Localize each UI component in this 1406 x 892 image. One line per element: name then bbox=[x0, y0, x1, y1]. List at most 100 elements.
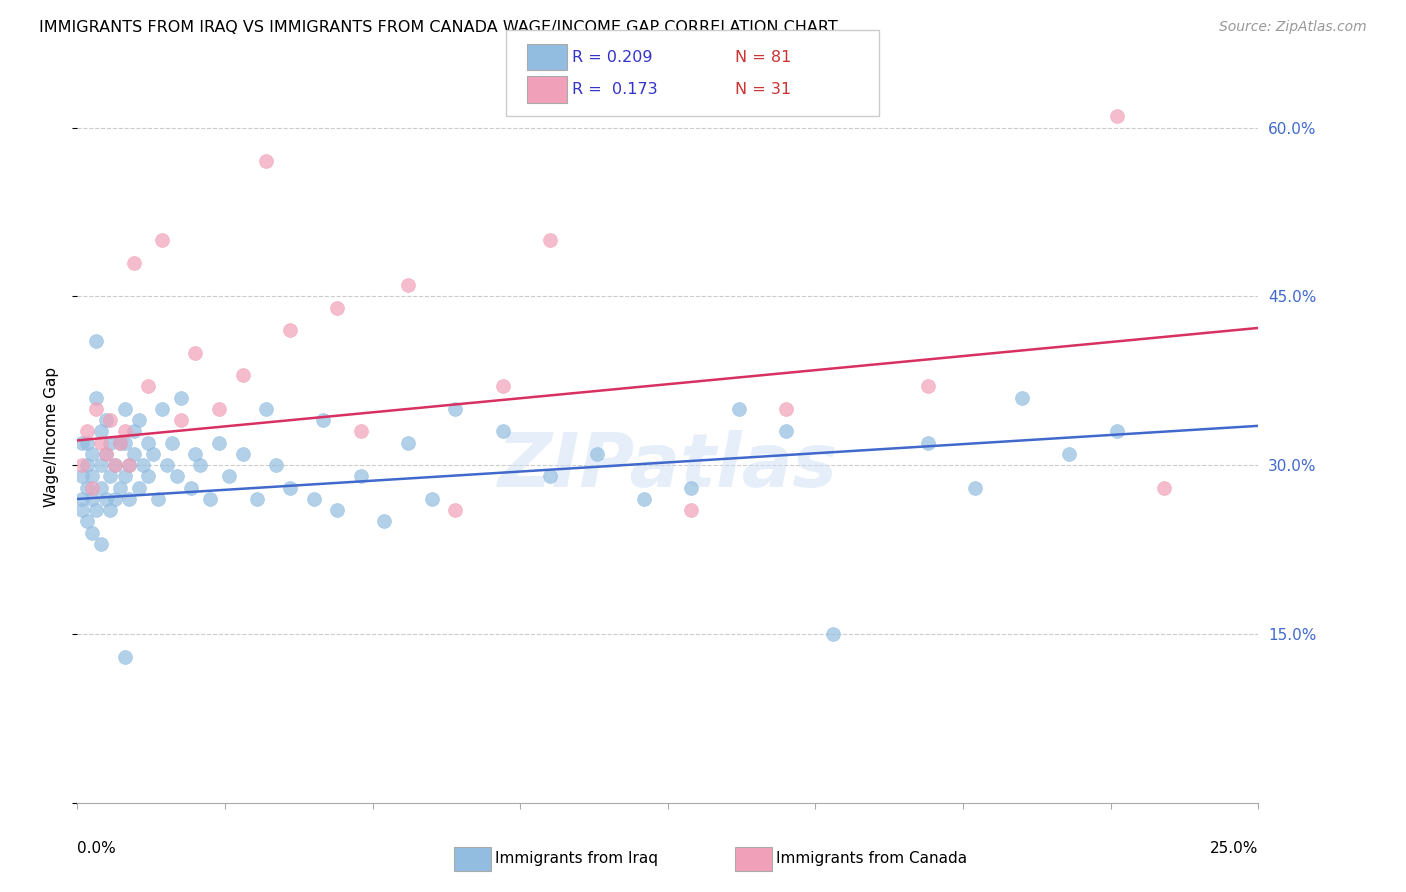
Text: Source: ZipAtlas.com: Source: ZipAtlas.com bbox=[1219, 20, 1367, 34]
Point bbox=[94, 447, 117, 461]
Point bbox=[538, 233, 561, 247]
Point bbox=[208, 401, 231, 416]
Point bbox=[326, 301, 349, 315]
Point bbox=[444, 503, 467, 517]
Point bbox=[444, 401, 467, 416]
Point bbox=[1011, 391, 1033, 405]
Point bbox=[104, 458, 127, 473]
Y-axis label: Wage/Income Gap: Wage/Income Gap bbox=[44, 367, 59, 508]
Point bbox=[128, 413, 150, 427]
Point bbox=[100, 503, 122, 517]
Point bbox=[94, 413, 117, 427]
Text: 25.0%: 25.0% bbox=[1211, 841, 1258, 855]
Text: R =  0.173: R = 0.173 bbox=[572, 82, 658, 96]
Point bbox=[114, 401, 136, 416]
Point bbox=[188, 458, 211, 473]
Point bbox=[80, 491, 103, 506]
Point bbox=[727, 401, 749, 416]
Point bbox=[491, 425, 513, 439]
Point bbox=[232, 447, 254, 461]
Point bbox=[136, 435, 159, 450]
Point bbox=[396, 435, 419, 450]
Point bbox=[70, 469, 93, 483]
Point bbox=[90, 458, 112, 473]
Point bbox=[775, 401, 797, 416]
Point bbox=[114, 649, 136, 664]
Point bbox=[963, 481, 986, 495]
Point bbox=[118, 458, 141, 473]
Point bbox=[420, 491, 443, 506]
Point bbox=[122, 255, 145, 269]
Point bbox=[80, 447, 103, 461]
Point bbox=[218, 469, 240, 483]
Point bbox=[156, 458, 179, 473]
Point bbox=[122, 447, 145, 461]
Point bbox=[128, 481, 150, 495]
Point bbox=[254, 401, 277, 416]
Point bbox=[108, 481, 131, 495]
Point bbox=[823, 627, 845, 641]
Point bbox=[80, 525, 103, 540]
Point bbox=[350, 425, 373, 439]
Point bbox=[70, 491, 93, 506]
Point bbox=[681, 503, 703, 517]
Point bbox=[264, 458, 287, 473]
Point bbox=[114, 469, 136, 483]
Point bbox=[1105, 425, 1128, 439]
Point bbox=[538, 469, 561, 483]
Point bbox=[70, 458, 93, 473]
Point bbox=[80, 469, 103, 483]
Text: Immigrants from Canada: Immigrants from Canada bbox=[776, 852, 967, 866]
Point bbox=[278, 323, 301, 337]
Point bbox=[90, 435, 112, 450]
Point bbox=[1105, 109, 1128, 123]
Point bbox=[170, 413, 193, 427]
Point bbox=[118, 458, 141, 473]
Point bbox=[302, 491, 325, 506]
Point bbox=[104, 491, 127, 506]
Point bbox=[70, 435, 93, 450]
Point bbox=[150, 233, 173, 247]
Point bbox=[232, 368, 254, 383]
Point bbox=[160, 435, 183, 450]
Point bbox=[100, 435, 122, 450]
Point bbox=[84, 334, 107, 349]
Point bbox=[94, 447, 117, 461]
Point bbox=[917, 435, 939, 450]
Point bbox=[76, 425, 98, 439]
Point bbox=[246, 491, 269, 506]
Point bbox=[94, 491, 117, 506]
Point bbox=[104, 458, 127, 473]
Point bbox=[136, 379, 159, 393]
Point bbox=[150, 401, 173, 416]
Point bbox=[90, 537, 112, 551]
Point bbox=[100, 469, 122, 483]
Point bbox=[90, 481, 112, 495]
Point bbox=[491, 379, 513, 393]
Text: IMMIGRANTS FROM IRAQ VS IMMIGRANTS FROM CANADA WAGE/INCOME GAP CORRELATION CHART: IMMIGRANTS FROM IRAQ VS IMMIGRANTS FROM … bbox=[39, 20, 838, 35]
Point bbox=[1059, 447, 1081, 461]
Point bbox=[118, 491, 141, 506]
Point bbox=[917, 379, 939, 393]
Point bbox=[208, 435, 231, 450]
Point bbox=[312, 413, 335, 427]
Point bbox=[84, 401, 107, 416]
Point bbox=[633, 491, 655, 506]
Point bbox=[80, 481, 103, 495]
Point bbox=[132, 458, 155, 473]
Point bbox=[681, 481, 703, 495]
Point bbox=[170, 391, 193, 405]
Point bbox=[122, 425, 145, 439]
Point bbox=[586, 447, 609, 461]
Point bbox=[396, 278, 419, 293]
Point bbox=[114, 435, 136, 450]
Point bbox=[326, 503, 349, 517]
Point bbox=[100, 413, 122, 427]
Point bbox=[90, 425, 112, 439]
Point bbox=[1153, 481, 1175, 495]
Text: N = 31: N = 31 bbox=[735, 82, 792, 96]
Point bbox=[146, 491, 169, 506]
Point bbox=[84, 391, 107, 405]
Point bbox=[278, 481, 301, 495]
Point bbox=[254, 154, 277, 169]
